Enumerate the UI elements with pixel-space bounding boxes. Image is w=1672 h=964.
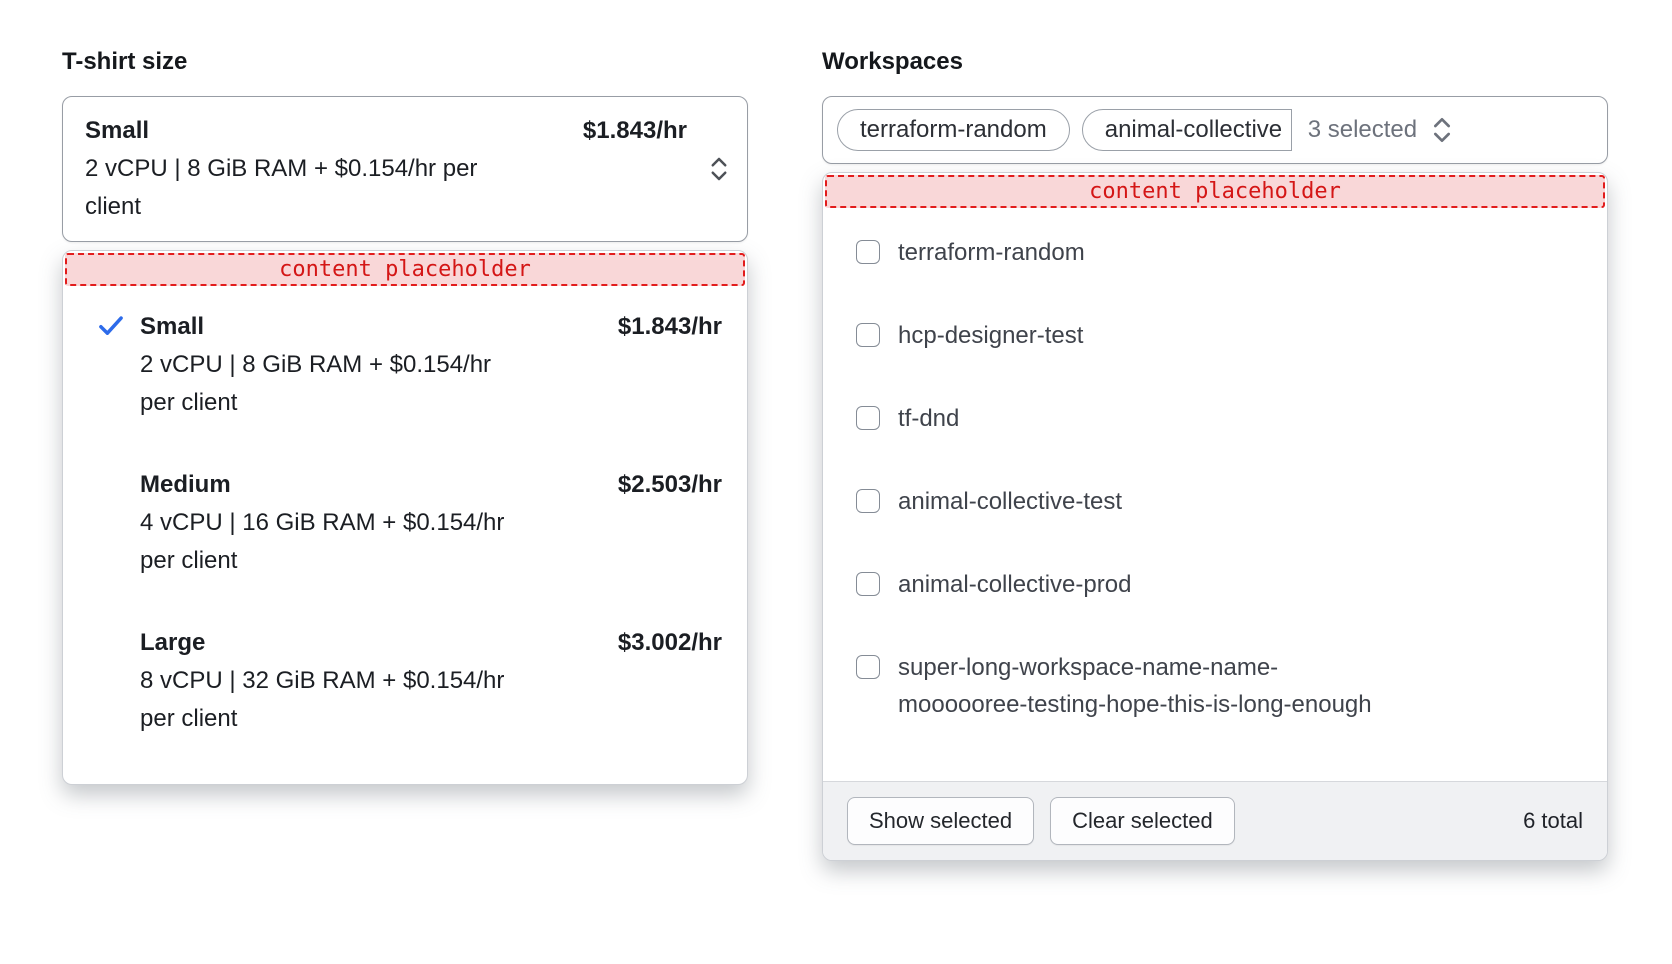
checkbox[interactable] (856, 240, 880, 264)
workspace-option-terraform-random[interactable]: terraform-random (856, 234, 1583, 271)
selected-tag-animal-collective[interactable]: animal-collective (1081, 109, 1292, 151)
size-option-large[interactable]: Large $3.002/hr 8 vCPU | 32 GiB RAM + $0… (63, 602, 747, 760)
workspace-name: super-long-workspace-name-name-moooooree… (898, 654, 1372, 718)
option-description: 2 vCPU | 8 GiB RAM + $0.154/hr per clien… (140, 351, 492, 416)
workspace-option-tf-dnd[interactable]: tf-dnd (856, 400, 1583, 437)
selected-size-title: Small (85, 117, 150, 144)
workspace-option-super-long-name[interactable]: super-long-workspace-name-name-moooooree… (856, 649, 1583, 723)
tshirt-size-label: T-shirt size (62, 48, 188, 75)
workspace-name: hcp-designer-test (898, 322, 1084, 349)
selected-tag-terraform-random[interactable]: terraform-random (837, 109, 1070, 151)
tshirt-size-dropdown: content placeholder Small $1.843/hr 2 vC… (62, 250, 748, 785)
option-price: $3.002/hr (617, 629, 722, 656)
workspace-name: animal-collective-prod (898, 571, 1132, 598)
checkbox[interactable] (856, 406, 880, 430)
workspaces-dropdown-footer: Show selected Clear selected 6 total (823, 781, 1607, 860)
option-title: Medium (140, 471, 231, 498)
workspace-name: terraform-random (898, 239, 1085, 266)
workspaces-trigger[interactable]: terraform-random animal-collective 3 sel… (822, 96, 1608, 164)
clear-selected-button[interactable]: Clear selected (1050, 797, 1235, 845)
content-placeholder-banner: content placeholder (825, 175, 1605, 208)
workspaces-dropdown: content placeholder terraform-random hcp… (822, 172, 1608, 861)
tshirt-size-field: T-shirt size Small $1.843/hr 2 vCPU | 8 … (62, 48, 748, 785)
tshirt-size-trigger[interactable]: Small $1.843/hr 2 vCPU | 8 GiB RAM + $0.… (62, 96, 748, 242)
check-placeholder (98, 624, 126, 631)
checkbox[interactable] (856, 572, 880, 596)
option-description: 4 vCPU | 16 GiB RAM + $0.154/hr per clie… (140, 509, 505, 574)
workspaces-option-list: terraform-random hcp-designer-test tf-dn… (823, 208, 1607, 781)
total-count: 6 total (1523, 808, 1583, 833)
workspace-name: animal-collective-test (898, 488, 1123, 515)
checkbox[interactable] (856, 655, 880, 679)
show-selected-button[interactable]: Show selected (847, 797, 1035, 845)
workspace-option-hcp-designer-test[interactable]: hcp-designer-test (856, 317, 1583, 354)
chevron-up-down-icon (1429, 114, 1455, 146)
workspaces-label: Workspaces (822, 48, 963, 75)
workspace-name: tf-dnd (898, 405, 960, 432)
selected-count: 3 selected (1307, 116, 1418, 143)
selected-size-description: 2 vCPU | 8 GiB RAM + $0.154/hr per clien… (85, 155, 478, 220)
checkbox[interactable] (856, 323, 880, 347)
option-title: Large (140, 629, 206, 656)
option-price: $1.843/hr (617, 313, 722, 340)
size-option-medium[interactable]: Medium $2.503/hr 4 vCPU | 16 GiB RAM + $… (63, 444, 747, 602)
option-description: 8 vCPU | 32 GiB RAM + $0.154/hr per clie… (140, 667, 505, 732)
option-price: $2.503/hr (617, 471, 722, 498)
size-option-small[interactable]: Small $1.843/hr 2 vCPU | 8 GiB RAM + $0.… (63, 286, 747, 444)
content-placeholder-banner: content placeholder (65, 253, 745, 286)
check-icon (98, 308, 126, 337)
selected-size-price: $1.843/hr (582, 117, 687, 144)
checkbox[interactable] (856, 489, 880, 513)
workspace-option-animal-collective-test[interactable]: animal-collective-test (856, 483, 1583, 520)
workspaces-field: Workspaces terraform-random animal-colle… (822, 48, 1608, 861)
chevron-up-down-icon (707, 154, 731, 184)
workspace-option-animal-collective-prod[interactable]: animal-collective-prod (856, 566, 1583, 603)
option-title: Small (140, 313, 205, 340)
check-placeholder (98, 466, 126, 473)
